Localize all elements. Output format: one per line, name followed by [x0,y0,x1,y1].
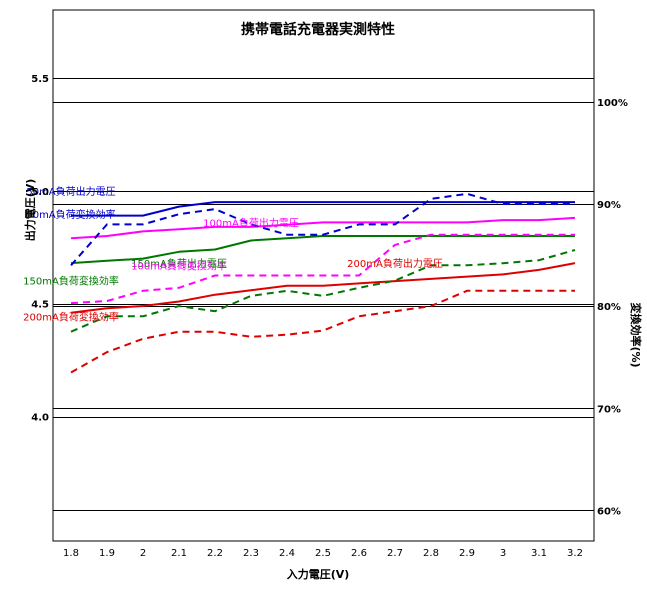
x-tick-label: 3 [500,548,506,559]
series-label-3: 200mA負荷出力電圧 [347,257,443,270]
x-tick-labels: 1.8 1.9 2 2.1 2.2 2.3 2.4 2.5 2.6 2.7 2.8 2.9 3 3.1 3.… [63,548,583,559]
series-layer [70,192,576,374]
y2-tick-label: 90% [597,200,621,211]
x-tick-label: 2.9 [459,548,475,559]
series-line-1 [70,216,576,240]
x-tick-label: 2.5 [315,548,331,559]
series-line-2 [70,235,575,265]
x-tick-label: 1.9 [99,548,115,559]
series-label-1: 100mA負荷出力電圧 [203,216,299,229]
y2-tick-label: 60% [597,506,621,517]
y2-tick-label: 70% [597,404,621,415]
series-label-5: 100mA負荷変換効率 [131,259,227,272]
y-tick-label: 4.5 [31,300,49,311]
series-line-7 [70,289,575,374]
y2-tick-labels: 60% 70% 80% 90% 100% [597,98,628,517]
y2-tick-label: 100% [597,98,628,109]
series-line-6 [70,249,576,333]
series-label-0: 50mA負荷出力電圧 [26,185,115,198]
series-label-4: 50mA負荷変換効率 [26,208,115,221]
x-tick-label: 1.8 [63,548,79,559]
plot-frame [52,9,595,542]
x-tick-label: 2.8 [423,548,439,559]
x-tick-label: 2.2 [207,548,223,559]
y2-axis-title: 変換効率(%) [629,302,643,367]
x-tick-label: 2 [140,548,146,559]
x-tick-label: 2.7 [387,548,403,559]
series-label-7: 200mA負荷変換効率 [23,310,119,323]
x-tick-label: 3.2 [567,548,583,559]
grid-lines [53,78,594,511]
series-label-6: 150mA負荷変換効率 [23,275,119,288]
chart-title: 携帯電話充電器実測特性 [241,21,395,38]
x-tick-label: 2.1 [171,548,187,559]
series-line-4 [70,192,575,266]
y-tick-label: 5.5 [31,74,49,85]
y-tick-labels: 4.0 4.5 5.0 5.5 [31,74,49,424]
x-tick-label: 2.3 [243,548,259,559]
series-line-0 [71,201,575,217]
series-line-5 [70,233,575,305]
x-tick-label: 2.6 [351,548,367,559]
y2-tick-label: 80% [597,302,621,313]
x-axis-title: 入力電圧(V) [287,567,350,581]
series-label-2: 150mA負荷出力電圧 [131,257,227,270]
x-tick-label: 3.1 [531,548,547,559]
x-tick-label: 2.4 [279,548,295,559]
y-tick-label: 5.0 [31,187,49,198]
series-line-3 [70,262,576,314]
y-axis-title: 出力電圧(V) [23,179,37,242]
series-labels: 50mA負荷出力電圧 100mA負荷出力電圧 150mA負荷出力電圧 200mA負荷出… [23,185,443,324]
y-tick-label: 4.0 [31,413,49,424]
